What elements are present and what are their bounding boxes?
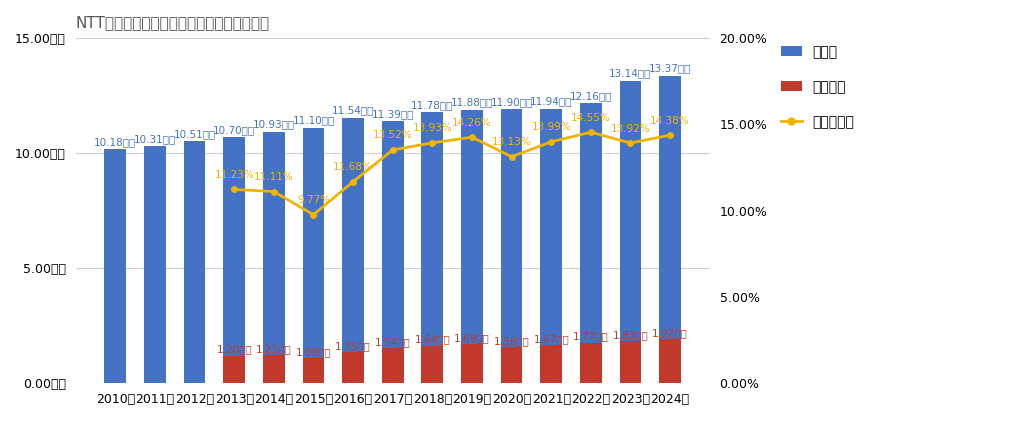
営業利益率 (585, 130, 597, 135)
Bar (461, 110, 483, 383)
Text: 1.08兆円: 1.08兆円 (296, 347, 331, 357)
Text: 1.77兆円: 1.77兆円 (573, 331, 608, 341)
Text: 11.68%: 11.68% (333, 162, 373, 172)
Text: 10.31兆円: 10.31兆円 (134, 134, 176, 144)
Bar (580, 343, 602, 383)
Text: 1.54兆円: 1.54兆円 (375, 337, 411, 346)
Bar (461, 344, 483, 383)
Text: 1.21兆円: 1.21兆円 (256, 344, 292, 354)
Text: 1.56兆円: 1.56兆円 (494, 336, 529, 346)
Text: 1.83兆円: 1.83兆円 (612, 330, 648, 340)
Text: 11.88兆円: 11.88兆円 (451, 98, 494, 108)
Bar (659, 339, 681, 383)
Bar (342, 118, 364, 383)
営業利益率 (307, 212, 319, 217)
Text: 1.67兆円: 1.67兆円 (534, 334, 569, 344)
Bar (422, 346, 443, 383)
Text: 10.70兆円: 10.70兆円 (213, 125, 255, 135)
Text: 14.38%: 14.38% (650, 116, 690, 125)
Bar (223, 356, 245, 383)
Text: NTTの売上高・営業利益・営業利益率の推移: NTTの売上高・営業利益・営業利益率の推移 (76, 15, 269, 30)
営業利益率 (506, 154, 518, 159)
Legend: 売上高, 営業利益, 営業利益率: 売上高, 営業利益, 営業利益率 (774, 38, 861, 136)
Bar (104, 149, 126, 383)
Text: 13.52%: 13.52% (373, 131, 413, 141)
営業利益率 (426, 140, 438, 145)
Text: 13.37兆円: 13.37兆円 (649, 63, 691, 73)
営業利益率 (625, 141, 637, 146)
Bar (302, 358, 325, 383)
Bar (620, 81, 641, 383)
Text: 10.51兆円: 10.51兆円 (173, 129, 216, 139)
Text: 13.92%: 13.92% (610, 123, 650, 133)
Text: 13.99%: 13.99% (531, 123, 571, 132)
営業利益率 (228, 187, 241, 192)
Text: 1.35兆円: 1.35兆円 (335, 341, 371, 351)
Text: 13.13%: 13.13% (492, 137, 531, 147)
営業利益率 (267, 189, 280, 194)
Text: 11.90兆円: 11.90兆円 (490, 97, 532, 107)
Text: 11.11%: 11.11% (254, 172, 294, 182)
Text: 1.64兆円: 1.64兆円 (415, 334, 451, 344)
Text: 1.92兆円: 1.92兆円 (652, 328, 688, 338)
営業利益率 (466, 135, 478, 140)
Text: 11.78兆円: 11.78兆円 (412, 100, 454, 110)
Bar (422, 112, 443, 383)
営業利益率 (347, 179, 359, 184)
Text: 10.93兆円: 10.93兆円 (253, 120, 295, 130)
Bar (183, 141, 206, 383)
Bar (541, 109, 562, 383)
Text: 11.94兆円: 11.94兆円 (530, 96, 572, 106)
Line: 営業利益率: 営業利益率 (231, 129, 673, 217)
Bar (501, 347, 522, 383)
Text: 1.69兆円: 1.69兆円 (454, 333, 489, 343)
Text: 11.10兆円: 11.10兆円 (292, 115, 335, 125)
Text: 13.14兆円: 13.14兆円 (609, 69, 651, 79)
Text: 11.54兆円: 11.54兆円 (332, 105, 374, 115)
Bar (501, 109, 522, 383)
Bar (382, 121, 403, 383)
Text: 13.93%: 13.93% (413, 123, 453, 133)
Bar (223, 137, 245, 383)
Text: 14.26%: 14.26% (452, 118, 492, 128)
Text: 9.77%: 9.77% (297, 195, 330, 205)
Bar (659, 76, 681, 383)
Bar (342, 352, 364, 383)
営業利益率 (386, 147, 398, 152)
営業利益率 (545, 139, 557, 144)
Bar (144, 146, 166, 383)
Text: 11.39兆円: 11.39兆円 (372, 109, 414, 119)
Bar (382, 348, 403, 383)
Bar (580, 104, 602, 383)
Text: 1.20兆円: 1.20兆円 (216, 344, 252, 354)
Text: 14.55%: 14.55% (571, 113, 610, 123)
Bar (302, 128, 325, 383)
Bar (541, 345, 562, 383)
営業利益率 (664, 133, 676, 138)
Text: 12.16兆円: 12.16兆円 (569, 91, 612, 101)
Text: 10.18兆円: 10.18兆円 (94, 137, 136, 147)
Text: 11.23%: 11.23% (214, 170, 254, 180)
Bar (620, 341, 641, 383)
Bar (263, 355, 285, 383)
Bar (263, 132, 285, 383)
